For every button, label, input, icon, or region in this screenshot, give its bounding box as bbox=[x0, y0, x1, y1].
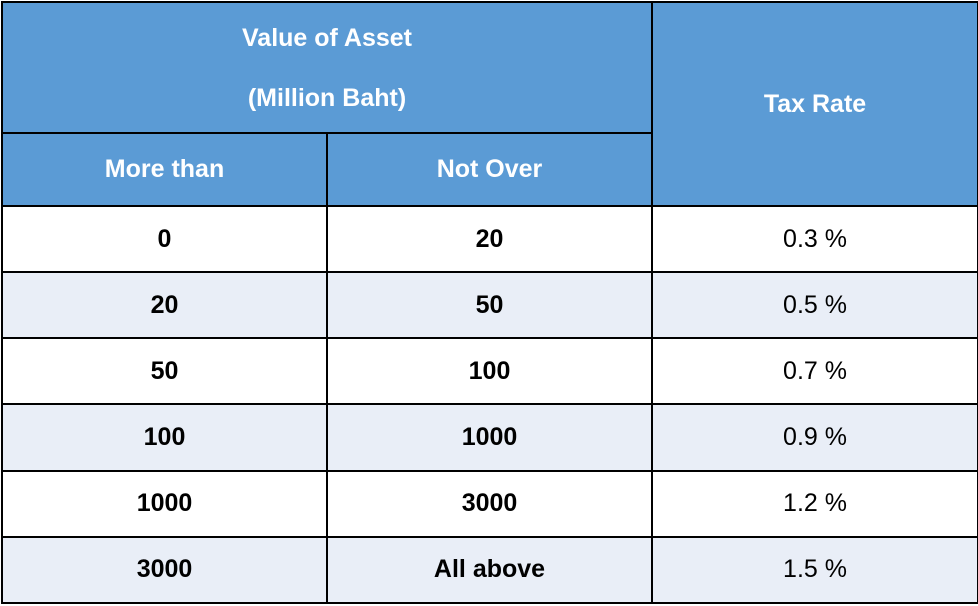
more-than-cell: 20 bbox=[1, 271, 328, 340]
tax-rate-header: Tax Rate bbox=[651, 1, 978, 207]
tax-rate-cell: 1.2 % bbox=[651, 469, 978, 538]
more-than-cell: 1000 bbox=[1, 469, 328, 538]
not-over-cell: 1000 bbox=[325, 403, 654, 472]
tax-rate-cell: 0.7 % bbox=[651, 337, 978, 406]
table-row: 100 1000 0.9 % bbox=[1, 403, 978, 472]
not-over-cell: All above bbox=[325, 535, 654, 605]
value-of-asset-header: Value of Asset (Million Baht) bbox=[0, 1, 654, 134]
more-than-cell: 50 bbox=[1, 337, 328, 406]
table-row: 50 100 0.7 % bbox=[1, 337, 978, 406]
more-than-cell: 100 bbox=[1, 403, 328, 472]
not-over-header: Not Over bbox=[325, 132, 654, 207]
table-row: 0 20 0.3 % bbox=[1, 204, 978, 274]
table-row: 3000 All above 1.5 % bbox=[1, 535, 978, 605]
tax-rate-cell: 0.9 % bbox=[651, 403, 978, 472]
table-row: 20 50 0.5 % bbox=[1, 271, 978, 340]
tax-rate-cell: 1.5 % bbox=[651, 535, 978, 605]
value-of-asset-title: Value of Asset bbox=[242, 23, 412, 52]
table-row: 1000 3000 1.2 % bbox=[1, 469, 978, 538]
more-than-header: More than bbox=[1, 132, 328, 207]
not-over-cell: 3000 bbox=[325, 469, 654, 538]
not-over-cell: 50 bbox=[325, 271, 654, 340]
table-header: Value of Asset (Million Baht) Tax Rate M… bbox=[0, 1, 978, 207]
million-baht-unit: (Million Baht) bbox=[247, 83, 407, 112]
tax-rate-cell: 0.3 % bbox=[651, 204, 978, 274]
tax-rate-cell: 0.5 % bbox=[651, 271, 978, 340]
table-body: 0 20 0.3 % 20 50 0.5 % 50 100 0.7 % 100 … bbox=[1, 204, 978, 605]
not-over-cell: 20 bbox=[325, 204, 654, 274]
more-than-cell: 0 bbox=[1, 204, 328, 274]
not-over-cell: 100 bbox=[325, 337, 654, 406]
more-than-cell: 3000 bbox=[1, 535, 328, 605]
